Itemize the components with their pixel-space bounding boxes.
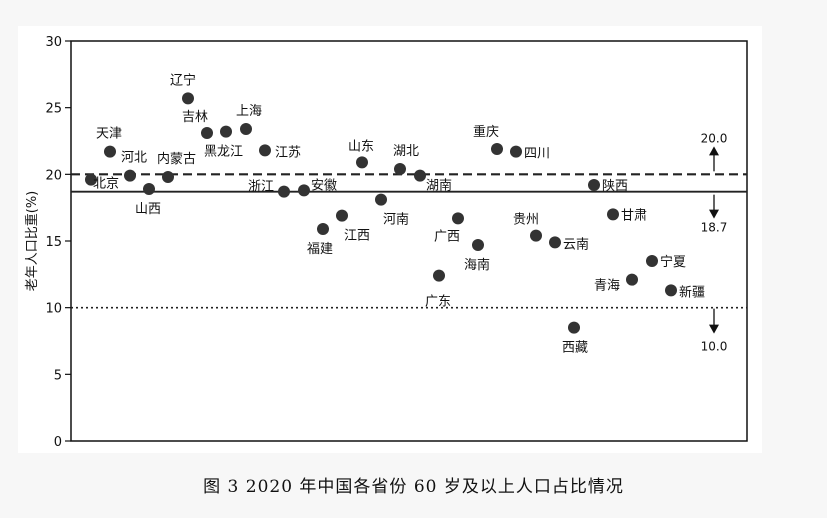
- y-tick-label: 0: [54, 435, 62, 450]
- data-point: [665, 284, 677, 297]
- data-point-label: 湖南: [426, 178, 452, 194]
- data-point: [375, 193, 387, 206]
- data-point-label: 山东: [348, 139, 374, 154]
- data-point-label: 江苏: [275, 144, 301, 160]
- data-point: [394, 163, 406, 175]
- reference-arrow-20-head: [709, 146, 719, 156]
- data-point-label: 海南: [464, 257, 490, 273]
- y-tick-label: 25: [45, 102, 62, 117]
- data-point: [278, 185, 290, 198]
- data-point-label: 上海: [236, 104, 262, 119]
- data-point: [336, 209, 348, 222]
- data-point: [588, 179, 600, 191]
- data-point: [143, 183, 155, 195]
- data-point-label: 甘肃: [621, 208, 647, 223]
- data-point-label: 贵州: [513, 213, 539, 228]
- y-tick-label: 5: [54, 368, 62, 383]
- data-point: [240, 123, 252, 135]
- data-point: [201, 127, 213, 139]
- data-point-label: 北京: [93, 177, 119, 192]
- data-point-label: 福建: [307, 242, 333, 257]
- data-point: [510, 145, 522, 158]
- data-point: [356, 156, 368, 169]
- data-point-label: 湖北: [393, 144, 419, 159]
- plot-frame: [70, 40, 748, 442]
- data-point-label: 河南: [383, 212, 409, 228]
- data-point: [317, 223, 329, 235]
- data-point: [162, 171, 174, 183]
- y-tick-label: 30: [45, 35, 62, 50]
- data-point-label: 山西: [135, 202, 161, 217]
- data-point-label: 内蒙古: [157, 151, 196, 167]
- data-point: [530, 229, 542, 242]
- reference-arrow-18-7-head: [709, 209, 719, 219]
- data-point: [220, 125, 232, 138]
- data-point: [491, 143, 503, 155]
- data-point-label: 江西: [344, 229, 370, 244]
- data-point: [433, 269, 445, 282]
- data-point: [607, 208, 619, 221]
- data-point: [182, 92, 194, 105]
- data-point-label: 浙江: [248, 180, 274, 195]
- data-point-label: 新疆: [679, 284, 705, 300]
- reference-label-18-7: 18.7: [701, 221, 728, 235]
- data-point: [568, 321, 580, 334]
- data-point: [124, 169, 136, 182]
- data-point: [104, 145, 116, 158]
- data-point-label: 陕西: [602, 179, 628, 194]
- data-point-label: 安徽: [311, 178, 337, 193]
- data-point: [626, 273, 638, 286]
- reference-label-20: 20.0: [701, 131, 728, 145]
- data-point-label: 云南: [563, 236, 589, 252]
- data-point-label: 宁夏: [660, 254, 686, 270]
- data-point: [259, 144, 271, 157]
- data-point-label: 辽宁: [170, 72, 196, 88]
- data-point-label: 吉林: [182, 110, 208, 125]
- data-point: [472, 239, 484, 251]
- data-point-label: 西藏: [562, 341, 588, 356]
- figure-caption: 图 3 2020 年中国各省份 60 岁及以上人口占比情况: [203, 477, 624, 497]
- data-point: [85, 173, 97, 186]
- y-tick-label: 15: [45, 235, 62, 250]
- data-point-label: 青海: [594, 279, 620, 294]
- data-point: [452, 212, 464, 225]
- data-point-label: 黑龙江: [204, 145, 243, 160]
- data-point-label: 广东: [425, 295, 451, 310]
- data-point: [414, 169, 426, 182]
- data-point: [549, 236, 561, 249]
- data-point: [646, 255, 658, 267]
- chart-figure: 0 5 10 15 20 25 30 老年人口比重(%) 20.0 18.7 10.0 北京 天津 河北山…: [18, 26, 762, 453]
- data-point-label: 河北: [121, 151, 147, 166]
- data-point-label: 四川: [524, 147, 550, 162]
- data-point-label: 天津: [96, 127, 122, 142]
- data-point: [298, 184, 310, 197]
- data-point-label: 广西: [434, 229, 460, 244]
- y-tick-label: 10: [45, 302, 62, 317]
- reference-label-10: 10.0: [701, 340, 728, 354]
- data-point-label: 重庆: [473, 124, 499, 140]
- y-tick-label: 20: [45, 168, 62, 183]
- scatter-chart: 051015202530老年人口比重(%)20.018.710.0北京天津河北山…: [24, 35, 748, 450]
- reference-arrow-10-head: [709, 324, 719, 334]
- y-axis-label: 老年人口比重(%): [24, 191, 40, 292]
